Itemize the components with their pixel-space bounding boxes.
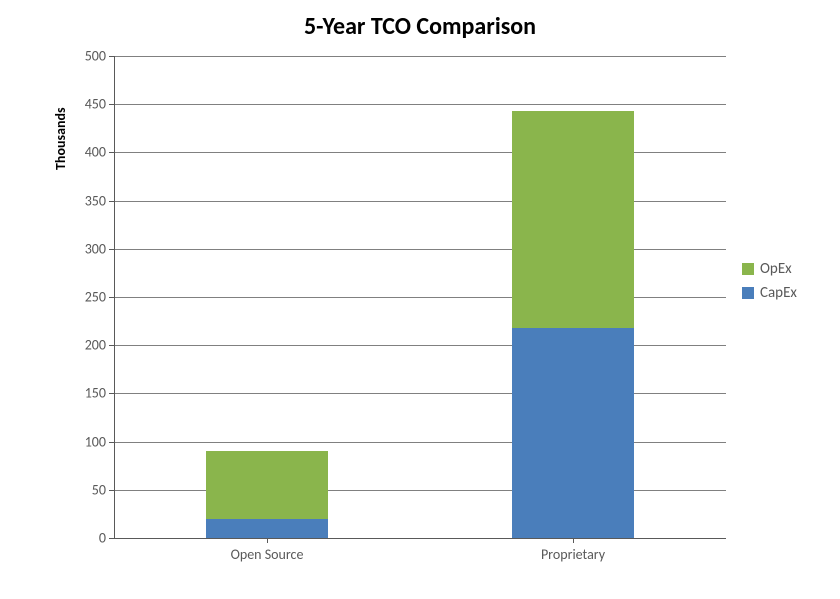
gridline (114, 249, 726, 250)
legend-label: CapEx (760, 284, 797, 302)
x-tick-label: Open Source (231, 546, 304, 563)
gridline (114, 152, 726, 153)
y-tick-label: 450 (85, 96, 106, 113)
gridline (114, 104, 726, 105)
x-tick-label: Proprietary (541, 546, 605, 563)
gridline (114, 297, 726, 298)
x-tick-mark (267, 538, 268, 543)
gridline (114, 201, 726, 202)
y-axis-line (114, 56, 115, 538)
legend-item-opex: OpEx (742, 260, 797, 278)
gridline (114, 442, 726, 443)
y-axis-title: Thousands (52, 107, 69, 170)
y-tick-label: 200 (85, 337, 106, 354)
y-tick-label: 500 (85, 48, 106, 65)
bar-open-source-capex (206, 519, 328, 538)
y-tick-label: 350 (85, 192, 106, 209)
y-tick-label: 150 (85, 385, 106, 402)
legend-item-capex: CapEx (742, 284, 797, 302)
bar-proprietary-opex (512, 111, 634, 328)
chart-title: 5-Year TCO Comparison (0, 12, 840, 41)
y-tick-label: 100 (85, 433, 106, 450)
y-tick-label: 0 (99, 530, 106, 547)
gridline (114, 56, 726, 57)
y-tick-label: 400 (85, 144, 106, 161)
y-tick-label: 300 (85, 240, 106, 257)
legend-label: OpEx (760, 260, 792, 278)
x-tick-mark (573, 538, 574, 543)
gridline (114, 393, 726, 394)
bar-proprietary-capex (512, 328, 634, 538)
legend: OpEx CapEx (742, 254, 797, 308)
bar-open-source-opex (206, 451, 328, 518)
legend-swatch (742, 287, 754, 299)
y-tick-label: 50 (92, 481, 106, 498)
legend-swatch (742, 263, 754, 275)
y-tick-label: 250 (85, 289, 106, 306)
x-axis-line (114, 538, 726, 539)
plot-area: 050100150200250300350400450500Open Sourc… (114, 56, 726, 538)
gridline (114, 345, 726, 346)
